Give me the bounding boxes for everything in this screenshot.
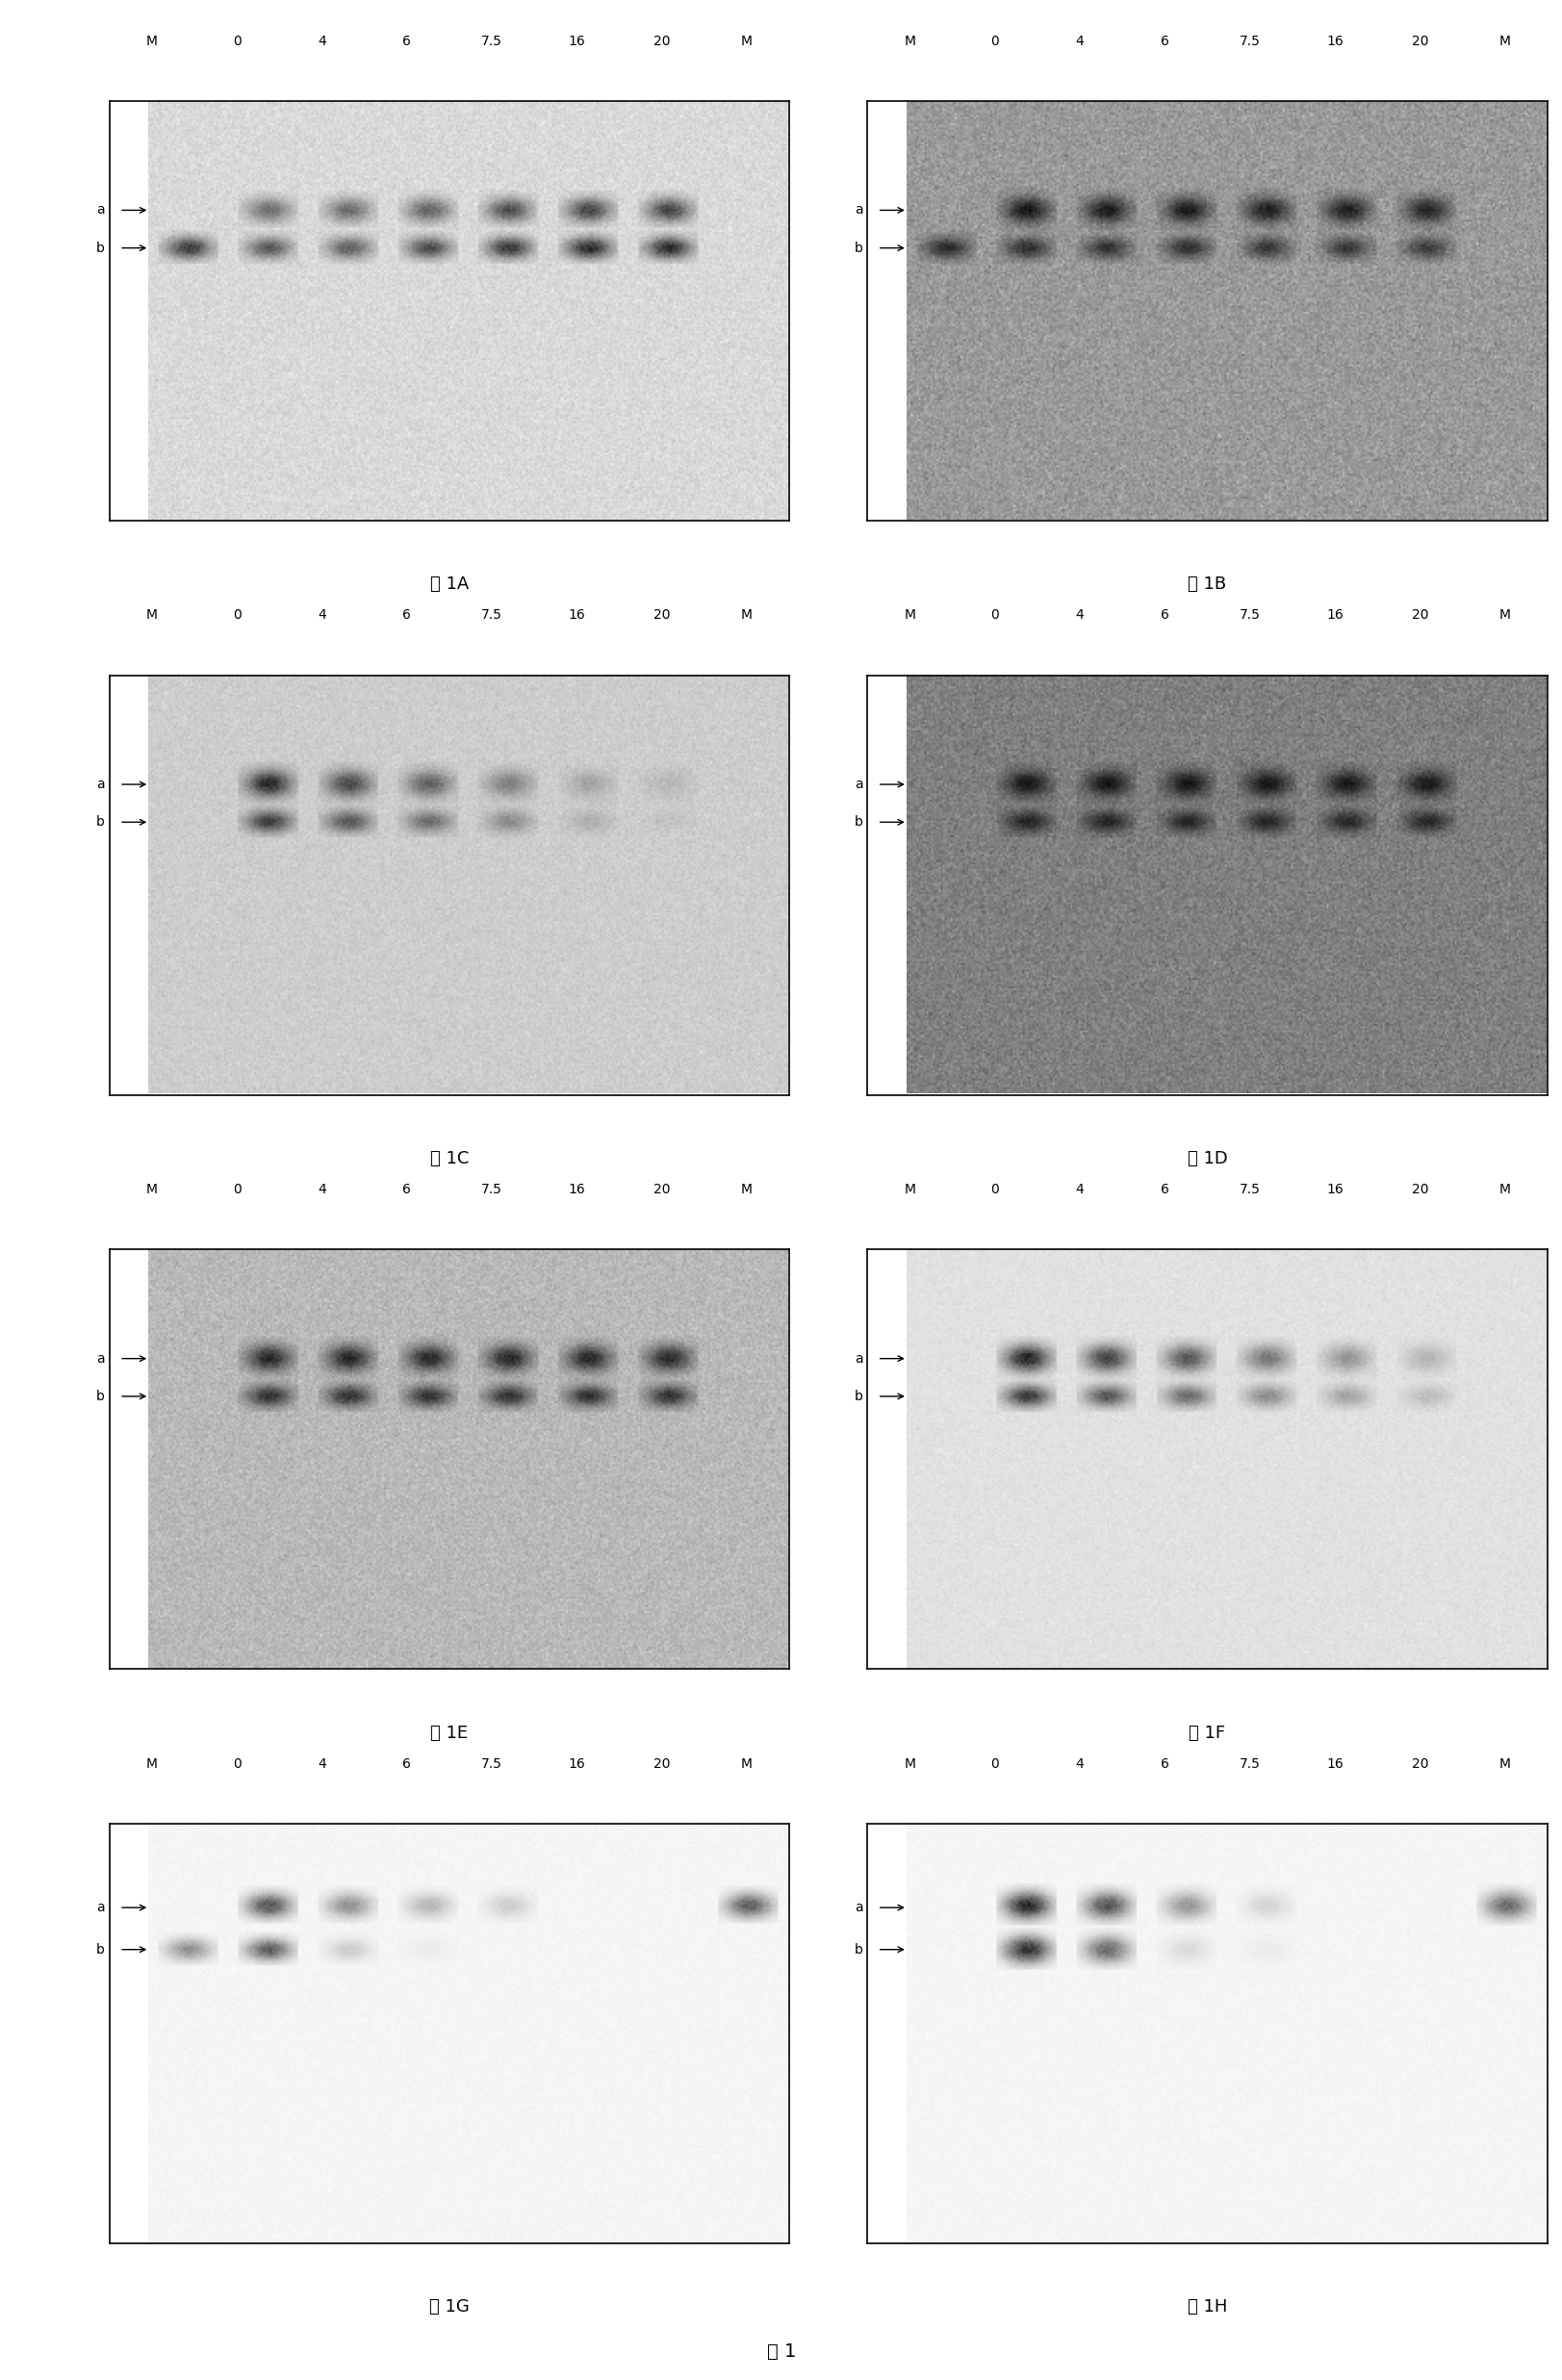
Text: 图 1F: 图 1F <box>1189 1723 1225 1742</box>
Text: 4: 4 <box>317 1756 326 1771</box>
Text: a: a <box>97 778 105 790</box>
Text: 16: 16 <box>1326 1183 1343 1197</box>
Text: a: a <box>97 202 105 217</box>
Text: a: a <box>97 1352 105 1366</box>
Text: 16: 16 <box>569 33 586 48</box>
Text: M: M <box>740 609 753 621</box>
Text: b: b <box>854 816 862 828</box>
Text: 图 1A: 图 1A <box>430 576 469 593</box>
Text: 6: 6 <box>1161 609 1168 621</box>
Text: 0: 0 <box>990 609 998 621</box>
Text: 20: 20 <box>1410 33 1428 48</box>
Text: 20: 20 <box>653 609 670 621</box>
Text: M: M <box>903 1756 915 1771</box>
Text: 16: 16 <box>1326 609 1343 621</box>
Text: 7.5: 7.5 <box>1239 33 1259 48</box>
Text: 4: 4 <box>317 609 326 621</box>
Text: 6: 6 <box>403 609 411 621</box>
Text: 4: 4 <box>1075 1756 1084 1771</box>
Text: 6: 6 <box>1161 1183 1168 1197</box>
Text: a: a <box>854 202 862 217</box>
Text: 16: 16 <box>569 609 586 621</box>
Text: b: b <box>854 1390 862 1404</box>
Text: 4: 4 <box>317 1183 326 1197</box>
Text: M: M <box>740 33 753 48</box>
Text: M: M <box>1498 33 1510 48</box>
Text: M: M <box>740 1183 753 1197</box>
Text: 7.5: 7.5 <box>1239 609 1259 621</box>
Text: 20: 20 <box>653 33 670 48</box>
Text: 4: 4 <box>1075 1183 1084 1197</box>
Text: M: M <box>1498 1756 1510 1771</box>
Text: M: M <box>903 33 915 48</box>
Text: a: a <box>97 1902 105 1914</box>
Text: M: M <box>903 1183 915 1197</box>
Text: b: b <box>854 1942 862 1956</box>
Text: 6: 6 <box>403 1183 411 1197</box>
Text: 16: 16 <box>569 1756 586 1771</box>
Text: 20: 20 <box>1410 1756 1428 1771</box>
Text: 6: 6 <box>1161 33 1168 48</box>
Text: 0: 0 <box>233 33 241 48</box>
Text: 0: 0 <box>990 33 998 48</box>
Text: 6: 6 <box>403 33 411 48</box>
Text: 0: 0 <box>990 1756 998 1771</box>
Text: 7.5: 7.5 <box>481 609 501 621</box>
Text: 0: 0 <box>990 1183 998 1197</box>
Text: 16: 16 <box>569 1183 586 1197</box>
Text: M: M <box>145 609 158 621</box>
Text: 7.5: 7.5 <box>481 1183 501 1197</box>
Text: 20: 20 <box>653 1756 670 1771</box>
Text: 16: 16 <box>1326 33 1343 48</box>
Text: 0: 0 <box>233 1756 241 1771</box>
Text: 图 1E: 图 1E <box>430 1723 469 1742</box>
Text: M: M <box>145 1756 158 1771</box>
Text: b: b <box>97 1390 105 1404</box>
Text: 20: 20 <box>1410 1183 1428 1197</box>
Text: 4: 4 <box>317 33 326 48</box>
Text: M: M <box>1498 1183 1510 1197</box>
Text: 20: 20 <box>653 1183 670 1197</box>
Text: M: M <box>1498 609 1510 621</box>
Text: 7.5: 7.5 <box>1239 1183 1259 1197</box>
Text: 6: 6 <box>403 1756 411 1771</box>
Text: a: a <box>854 1352 862 1366</box>
Text: 7.5: 7.5 <box>481 1756 501 1771</box>
Text: 20: 20 <box>1410 609 1428 621</box>
Text: M: M <box>903 609 915 621</box>
Text: b: b <box>97 240 105 255</box>
Text: 图 1H: 图 1H <box>1187 2299 1226 2316</box>
Text: M: M <box>145 1183 158 1197</box>
Text: 图 1: 图 1 <box>767 2342 795 2361</box>
Text: b: b <box>854 240 862 255</box>
Text: b: b <box>97 1942 105 1956</box>
Text: 0: 0 <box>233 1183 241 1197</box>
Text: M: M <box>145 33 158 48</box>
Text: b: b <box>97 816 105 828</box>
Text: 16: 16 <box>1326 1756 1343 1771</box>
Text: a: a <box>854 778 862 790</box>
Text: 图 1D: 图 1D <box>1187 1150 1226 1166</box>
Text: a: a <box>854 1902 862 1914</box>
Text: 4: 4 <box>1075 33 1084 48</box>
Text: 图 1B: 图 1B <box>1187 576 1226 593</box>
Text: 图 1G: 图 1G <box>430 2299 469 2316</box>
Text: 4: 4 <box>1075 609 1084 621</box>
Text: 7.5: 7.5 <box>1239 1756 1259 1771</box>
Text: M: M <box>740 1756 753 1771</box>
Text: 图 1C: 图 1C <box>430 1150 469 1166</box>
Text: 6: 6 <box>1161 1756 1168 1771</box>
Text: 7.5: 7.5 <box>481 33 501 48</box>
Text: 0: 0 <box>233 609 241 621</box>
